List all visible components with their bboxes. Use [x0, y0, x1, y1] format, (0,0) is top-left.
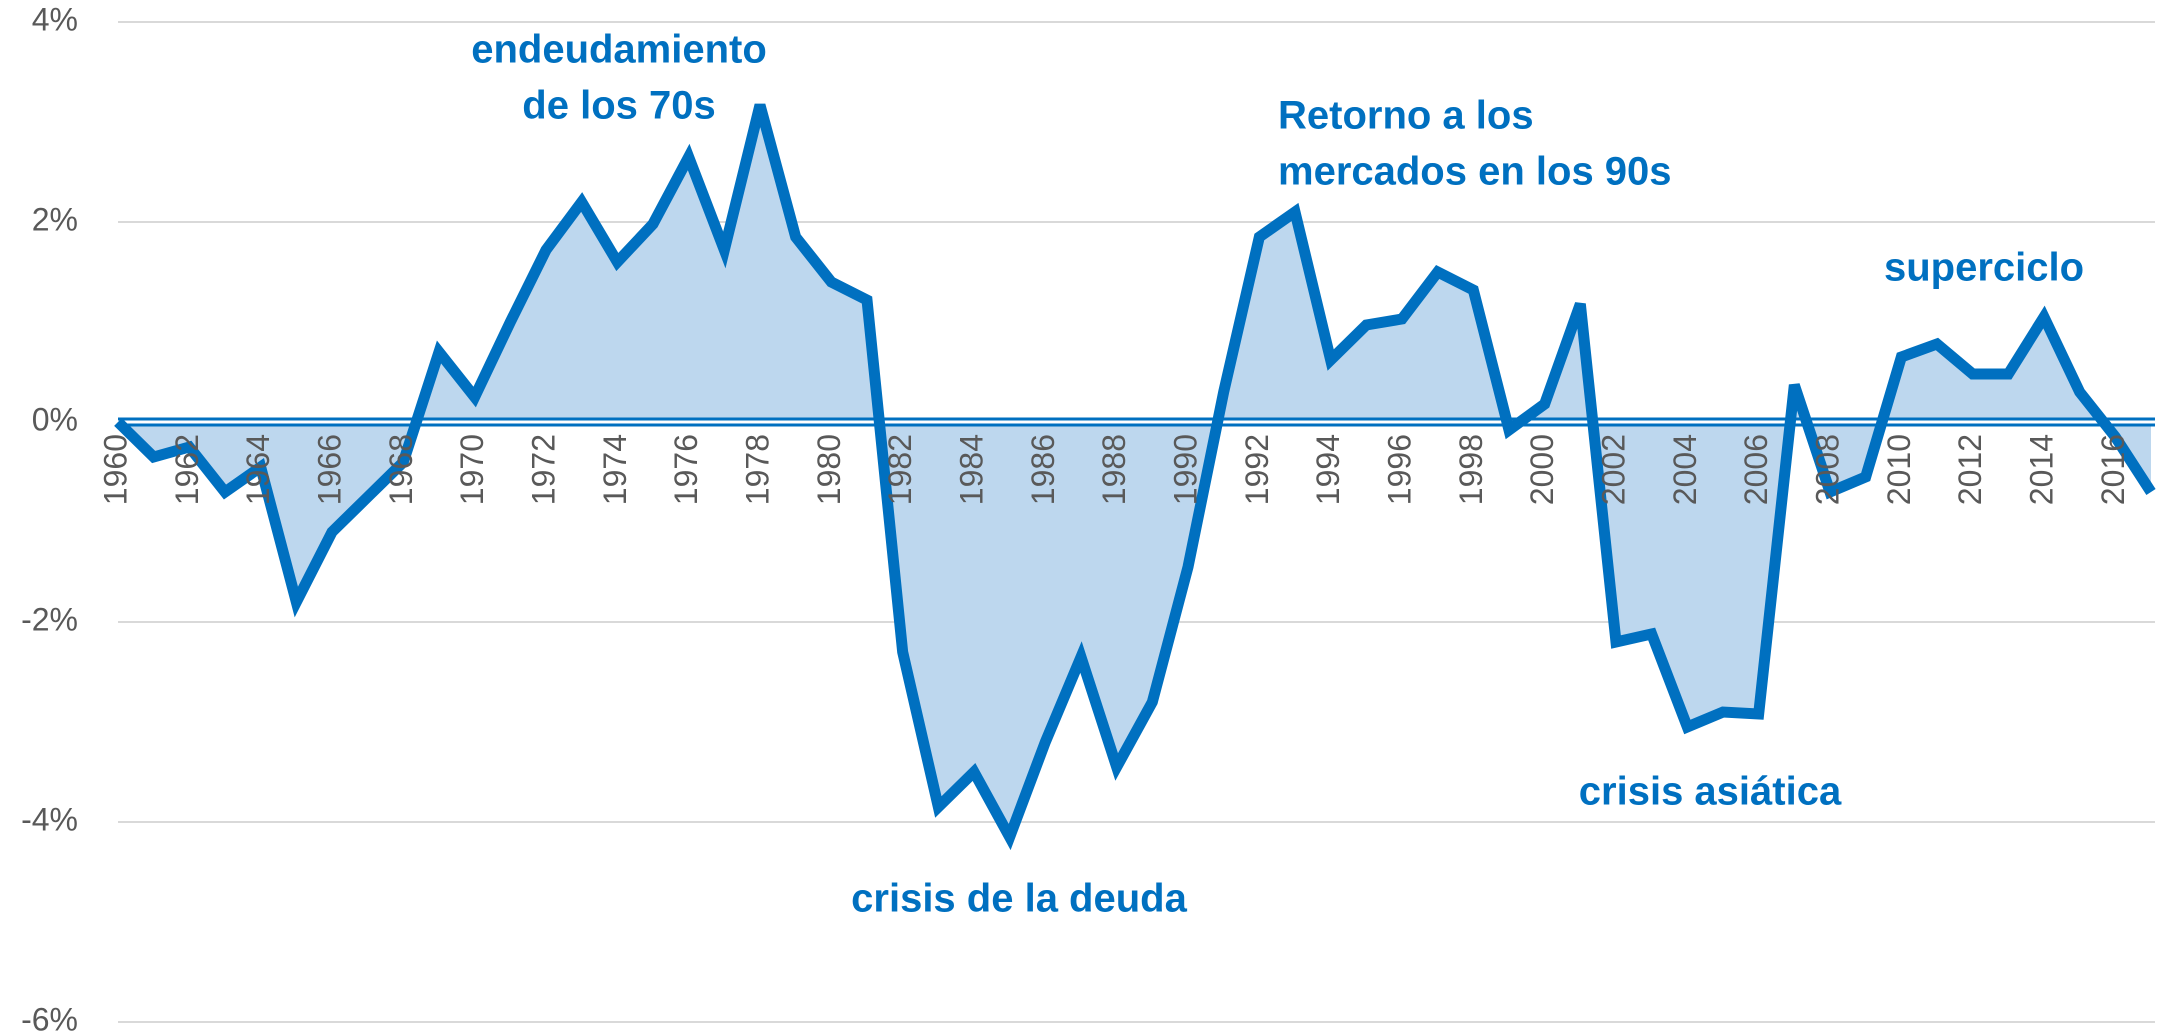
x-tick-label: 1984 [953, 434, 989, 505]
x-tick-label: 2012 [1952, 434, 1988, 505]
x-tick-label: 1994 [1310, 434, 1346, 505]
x-tick-label: 1972 [525, 434, 561, 505]
x-tick-label: 2016 [2095, 434, 2131, 505]
x-tick-label: 1964 [240, 434, 276, 505]
x-tick-label: 2006 [1738, 434, 1774, 505]
y-tick-label: -6% [21, 1001, 78, 1035]
x-tick-label: 1970 [454, 434, 490, 505]
y-tick-label: -2% [21, 601, 78, 637]
x-tick-label: 1974 [597, 434, 633, 505]
x-tick-label: 2014 [2023, 434, 2059, 505]
x-tick-label: 1978 [739, 434, 775, 505]
x-tick-label: 2010 [1881, 434, 1917, 505]
x-tick-label: 2008 [1809, 434, 1845, 505]
x-tick-label: 2002 [1595, 434, 1631, 505]
y-tick-label: 4% [32, 1, 78, 37]
x-tick-label: 1960 [97, 434, 133, 505]
x-tick-label: 1968 [383, 434, 419, 505]
x-tick-label: 2000 [1524, 434, 1560, 505]
x-tick-label: 1980 [811, 434, 847, 505]
annotation: superciclo [1884, 246, 2084, 290]
x-tick-label: 1962 [169, 434, 205, 505]
annotation: endeudamiento [471, 28, 767, 72]
x-tick-label: 1992 [1239, 434, 1275, 505]
x-tick-label: 1966 [311, 434, 347, 505]
y-tick-label: -4% [21, 801, 78, 837]
annotation: crisis asiática [1579, 770, 1842, 814]
area [118, 105, 2151, 837]
y-tick-label: 0% [32, 401, 78, 437]
x-tick-label: 1990 [1167, 434, 1203, 505]
annotation: Retorno a los [1278, 94, 1534, 138]
x-tick-label: 1976 [668, 434, 704, 505]
line [114, 103, 2156, 851]
x-tick-label: 1986 [1025, 434, 1061, 505]
x-tick-label: 1988 [1096, 434, 1132, 505]
annotation: de los 70s [522, 84, 715, 128]
y-tick-label: 2% [32, 201, 78, 237]
x-tick-label: 1996 [1381, 434, 1417, 505]
x-tick-label: 2004 [1667, 434, 1703, 505]
annotation: mercados en los 90s [1278, 150, 1672, 194]
x-tick-label: 1998 [1453, 434, 1489, 505]
x-tick-label: 1982 [882, 434, 918, 505]
annotation: crisis de la deuda [851, 877, 1187, 921]
